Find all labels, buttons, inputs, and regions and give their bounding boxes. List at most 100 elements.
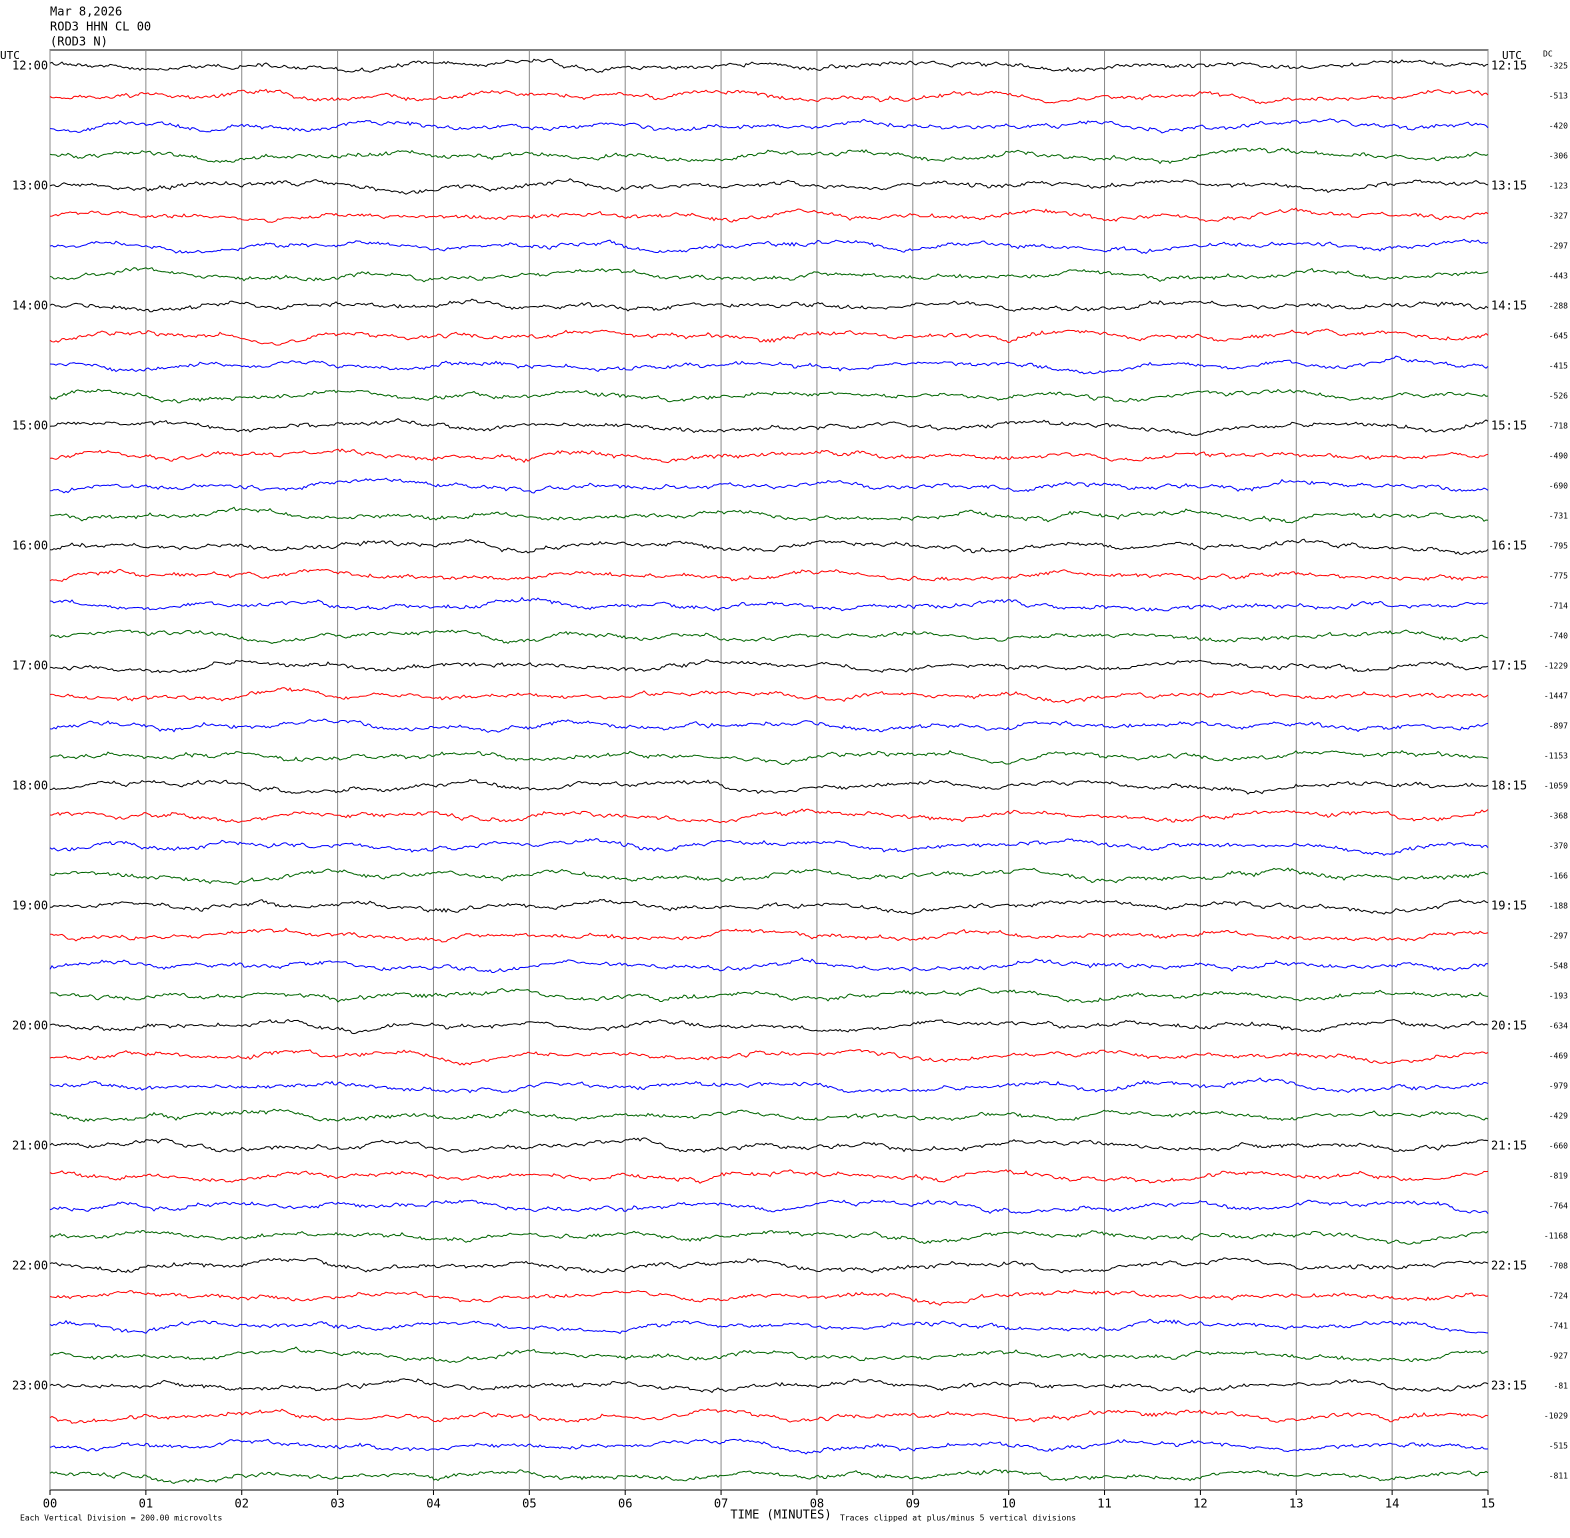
dc-value: -731 xyxy=(1549,512,1568,521)
x-tick-label: 10 xyxy=(1001,1497,1015,1511)
seismic-trace xyxy=(49,808,1489,824)
seismic-trace xyxy=(49,1229,1489,1245)
seismic-trace xyxy=(49,298,1489,313)
hour-label-left: 15:00 xyxy=(12,419,48,433)
dc-value: -420 xyxy=(1549,122,1568,131)
dc-value: -724 xyxy=(1549,1292,1568,1301)
seismic-trace xyxy=(49,718,1489,733)
seismic-trace xyxy=(49,1049,1489,1066)
dc-value: -297 xyxy=(1549,932,1568,941)
seismic-trace xyxy=(49,867,1489,885)
dc-value: -526 xyxy=(1549,392,1568,401)
x-tick-label: 07 xyxy=(714,1497,728,1511)
dc-value: -443 xyxy=(1549,272,1568,281)
seismic-trace xyxy=(49,1318,1489,1335)
seismic-trace xyxy=(49,987,1489,1003)
seismic-trace xyxy=(49,659,1489,674)
dc-value: -415 xyxy=(1549,362,1568,371)
hour-label-left: 23:00 xyxy=(12,1379,48,1393)
hour-label-right: 21:15 xyxy=(1491,1139,1527,1153)
dc-value: -795 xyxy=(1549,542,1568,551)
dc-value: -1447 xyxy=(1544,692,1568,701)
seismic-trace xyxy=(49,118,1489,134)
dc-value: -288 xyxy=(1549,302,1568,311)
hour-label-right: 18:15 xyxy=(1491,779,1527,793)
seismic-trace xyxy=(49,1346,1489,1363)
seismic-trace xyxy=(49,957,1489,973)
hour-label-left: 17:00 xyxy=(12,659,48,673)
dc-value: -513 xyxy=(1549,92,1568,101)
dc-value: -490 xyxy=(1549,452,1568,461)
dc-value: -979 xyxy=(1549,1082,1568,1091)
seismic-trace xyxy=(49,1169,1489,1184)
dc-value: -708 xyxy=(1549,1262,1568,1271)
x-tick-label: 03 xyxy=(330,1497,344,1511)
dc-value: -1029 xyxy=(1544,1412,1568,1421)
title-line: (ROD3 N) xyxy=(50,35,108,49)
seismic-trace xyxy=(49,1137,1489,1154)
hour-label-right: 17:15 xyxy=(1491,659,1527,673)
seismic-trace xyxy=(50,927,1489,943)
seismic-trace xyxy=(49,1077,1489,1094)
dc-value: -325 xyxy=(1549,62,1568,71)
seismic-trace xyxy=(49,1257,1489,1274)
dc-value: -81 xyxy=(1554,1382,1569,1391)
dc-value: -897 xyxy=(1549,722,1568,731)
hour-label-left: 19:00 xyxy=(12,899,48,913)
dc-value: -193 xyxy=(1549,992,1568,1001)
dc-value: -368 xyxy=(1549,812,1568,821)
x-tick-label: 04 xyxy=(426,1497,440,1511)
hour-label-right: 15:15 xyxy=(1491,419,1527,433)
dc-value: -166 xyxy=(1549,872,1568,881)
hour-label-left: 22:00 xyxy=(12,1259,48,1273)
seismic-trace xyxy=(49,1378,1489,1394)
dc-value: -188 xyxy=(1549,902,1568,911)
dc-value: -811 xyxy=(1549,1472,1568,1481)
hour-label-right: 23:15 xyxy=(1491,1379,1527,1393)
x-tick-label: 11 xyxy=(1097,1497,1111,1511)
hour-label-right: 22:15 xyxy=(1491,1259,1527,1273)
dc-value: -764 xyxy=(1549,1202,1568,1211)
hour-label-left: 20:00 xyxy=(12,1019,48,1033)
seismic-trace xyxy=(49,749,1489,766)
dc-value: -548 xyxy=(1549,962,1568,971)
hour-label-left: 16:00 xyxy=(12,539,48,553)
seismic-trace xyxy=(49,778,1489,795)
seismic-trace xyxy=(49,1199,1489,1215)
seismic-trace xyxy=(49,506,1489,524)
seismic-trace xyxy=(49,477,1489,494)
x-tick-label: 00 xyxy=(43,1497,57,1511)
hour-label-right: 16:15 xyxy=(1491,539,1527,553)
title-line: ROD3 HHN CL 00 xyxy=(50,20,151,34)
x-axis-label: TIME (MINUTES) xyxy=(730,1508,831,1522)
dc-value: -634 xyxy=(1549,1022,1568,1031)
seismic-trace xyxy=(49,1108,1489,1123)
seismic-trace xyxy=(49,1018,1489,1035)
seismic-trace xyxy=(49,596,1489,612)
dc-value: -370 xyxy=(1549,842,1568,851)
hour-label-left: 14:00 xyxy=(12,299,48,313)
left-axis-label: UTC xyxy=(0,49,20,62)
seismic-trace xyxy=(49,687,1489,704)
dc-value: -741 xyxy=(1549,1322,1568,1331)
plot-frame xyxy=(49,49,1489,1491)
seismic-trace xyxy=(49,568,1489,582)
x-tick-label: 09 xyxy=(906,1497,920,1511)
seismic-trace xyxy=(49,388,1489,404)
seismic-trace xyxy=(49,1438,1489,1455)
hour-label-left: 18:00 xyxy=(12,779,48,793)
seismic-trace xyxy=(49,898,1489,915)
footer-left: Each Vertical Division = 200.00 microvol… xyxy=(20,1514,222,1523)
seismic-trace xyxy=(49,328,1489,346)
x-tick-label: 14 xyxy=(1385,1497,1399,1511)
hour-label-right: 12:15 xyxy=(1491,59,1527,73)
x-tick-label: 05 xyxy=(522,1497,536,1511)
dc-value: -297 xyxy=(1549,242,1568,251)
hour-label-right: 13:15 xyxy=(1491,179,1527,193)
footer-right: Traces clipped at plus/minus 5 vertical … xyxy=(840,1514,1076,1523)
dc-value: -469 xyxy=(1549,1052,1568,1061)
dc-value: -1168 xyxy=(1544,1232,1568,1241)
seismic-trace xyxy=(49,147,1489,165)
dc-value: -927 xyxy=(1549,1352,1568,1361)
right-axis-label: UTC xyxy=(1502,49,1522,62)
